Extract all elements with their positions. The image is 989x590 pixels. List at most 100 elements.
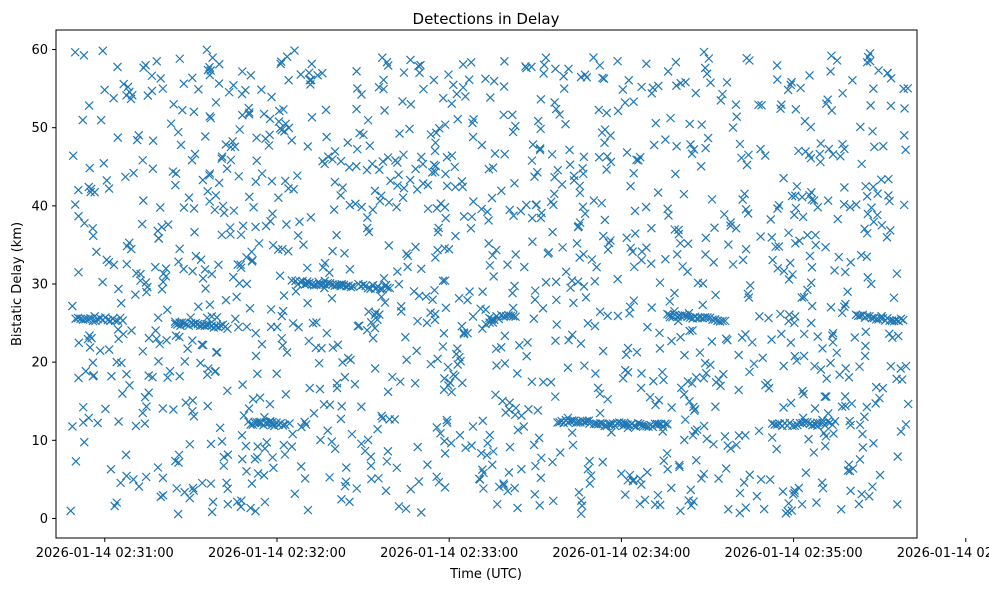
detection-point xyxy=(728,123,738,133)
detection-point xyxy=(439,328,449,338)
detection-point xyxy=(366,474,376,484)
detection-point xyxy=(74,373,83,383)
detection-point xyxy=(386,176,395,186)
detection-point xyxy=(810,361,820,371)
detection-point xyxy=(384,241,394,250)
detection-point xyxy=(67,301,77,311)
detection-point xyxy=(267,176,277,186)
detection-point xyxy=(500,358,510,368)
detection-point xyxy=(116,478,126,488)
detection-point xyxy=(398,193,408,203)
detection-point xyxy=(86,184,96,194)
detection-point xyxy=(796,83,806,93)
detection-point xyxy=(800,417,810,427)
detection-point xyxy=(827,106,837,115)
detection-point xyxy=(392,463,402,473)
detection-point xyxy=(282,220,291,229)
detection-point xyxy=(699,47,709,57)
detection-point xyxy=(567,330,577,340)
detection-point xyxy=(662,448,672,458)
detection-point xyxy=(602,108,612,118)
detection-point xyxy=(827,331,837,340)
detection-point xyxy=(109,93,119,103)
detection-point xyxy=(659,456,669,466)
detection-point xyxy=(226,142,236,152)
detection-point xyxy=(868,84,878,94)
detection-point xyxy=(643,322,652,332)
detection-point xyxy=(558,242,568,252)
detection-point xyxy=(179,264,189,274)
detection-point xyxy=(174,450,184,460)
y-tick-label: 50 xyxy=(31,121,48,136)
detection-point xyxy=(181,398,191,408)
detection-point xyxy=(315,384,325,394)
detection-point xyxy=(625,470,635,480)
detection-point xyxy=(491,390,500,400)
detection-point xyxy=(455,430,465,440)
detection-point xyxy=(394,279,404,289)
detection-point xyxy=(328,343,338,353)
detection-point xyxy=(797,293,807,302)
detection-point xyxy=(485,430,495,440)
detection-point xyxy=(536,473,546,483)
detection-point xyxy=(489,76,499,86)
detection-point xyxy=(307,59,317,69)
detection-point xyxy=(674,460,684,470)
detection-point xyxy=(426,130,436,139)
detection-point xyxy=(687,149,697,159)
detection-point xyxy=(594,152,604,162)
detection-point xyxy=(530,295,540,305)
detection-point xyxy=(382,57,392,67)
detection-point xyxy=(862,252,872,262)
detection-point xyxy=(131,421,141,431)
detection-point xyxy=(189,107,199,117)
detection-point xyxy=(400,332,410,342)
detection-point xyxy=(597,198,607,208)
detection-point xyxy=(903,83,913,93)
detection-point xyxy=(375,284,385,294)
detection-point xyxy=(876,175,886,185)
detection-point xyxy=(817,478,827,488)
detection-point xyxy=(205,300,215,310)
detection-point xyxy=(151,326,161,336)
detection-point xyxy=(544,247,554,257)
detection-point xyxy=(594,105,604,115)
detection-point xyxy=(548,227,557,237)
detection-point xyxy=(222,386,232,396)
detection-point xyxy=(600,125,610,135)
detection-point xyxy=(212,312,222,322)
detection-point xyxy=(403,262,413,272)
y-axis-label: Bistatic Delay (km) xyxy=(10,222,25,346)
detection-point xyxy=(301,420,311,430)
detection-point xyxy=(238,221,248,231)
detection-point xyxy=(252,133,262,143)
detection-point xyxy=(360,446,370,456)
detection-point xyxy=(698,279,708,289)
detection-point xyxy=(481,319,491,329)
detection-point xyxy=(337,279,347,289)
detection-point xyxy=(772,61,782,70)
detection-point xyxy=(222,478,231,488)
detection-point xyxy=(632,155,641,165)
detection-point xyxy=(754,426,764,436)
detection-point xyxy=(804,150,814,160)
detection-point xyxy=(859,412,869,422)
detection-point xyxy=(721,334,731,344)
detection-point xyxy=(78,418,88,427)
detection-point xyxy=(548,457,557,467)
detection-point xyxy=(466,223,476,233)
y-tick-label: 40 xyxy=(31,199,48,214)
detection-point xyxy=(188,483,198,493)
detection-point xyxy=(819,428,829,438)
detection-point xyxy=(297,422,306,432)
detection-point xyxy=(468,422,478,431)
detection-point xyxy=(877,220,887,230)
detection-point xyxy=(816,365,826,375)
y-tick-label: 30 xyxy=(31,278,48,293)
detection-point xyxy=(833,214,843,224)
detection-point xyxy=(89,371,99,380)
detection-point xyxy=(474,474,484,484)
detection-point xyxy=(618,373,628,383)
detection-point xyxy=(332,383,342,393)
detection-point xyxy=(722,77,732,87)
